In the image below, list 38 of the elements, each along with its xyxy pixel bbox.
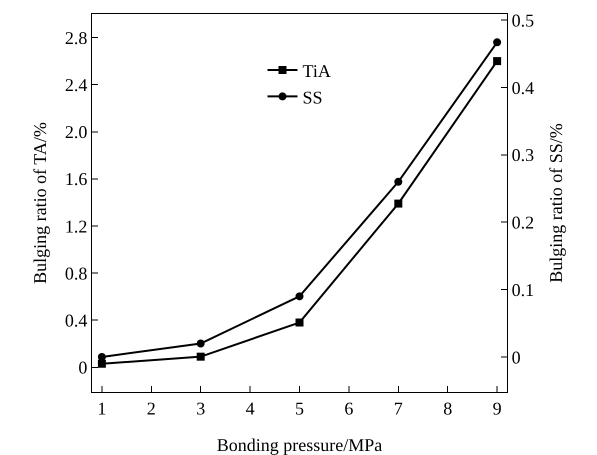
y-tick-label: 1.6 xyxy=(64,169,88,190)
x-tick-label: 2 xyxy=(146,398,156,419)
point xyxy=(394,178,402,186)
point xyxy=(296,318,304,327)
y-tick-label: 0.8 xyxy=(64,263,88,284)
x-tick-label: 5 xyxy=(295,398,304,419)
y2-tick-label: 0.4 xyxy=(512,78,534,98)
point xyxy=(296,292,304,300)
y-tick-label: 2.8 xyxy=(64,28,88,48)
x-tick-label: 3 xyxy=(196,398,206,419)
y-tick-label: 0 xyxy=(78,358,88,378)
point xyxy=(196,352,205,361)
y-tick-label: 0.4 xyxy=(64,310,88,330)
x-tick-label: 8 xyxy=(443,398,452,419)
point xyxy=(394,200,402,208)
y2-tick-label: 0 xyxy=(512,347,521,368)
x-tick-label: 6 xyxy=(344,398,354,419)
y2-axis-title: Bulging ratio of SS/% xyxy=(546,123,566,283)
y2-tick-label: 0.1 xyxy=(512,280,534,300)
y-tick-label: 1.2 xyxy=(64,216,88,236)
y2-tick-label: 0.2 xyxy=(512,212,534,232)
y2-tick-label: 0.5 xyxy=(512,10,534,30)
legend-label: TiA xyxy=(302,61,331,82)
legend-label: SS xyxy=(302,87,323,108)
point xyxy=(493,57,502,66)
x-axis-title: Bonding pressure/MPa xyxy=(216,435,382,455)
x-tick-label: 7 xyxy=(394,398,403,419)
y-axis-title: Bulging ratio of TA/% xyxy=(30,122,50,284)
y2-tick-label: 0.3 xyxy=(512,145,534,166)
y-tick-label: 2.4 xyxy=(64,74,88,95)
y-tick-label: 2.0 xyxy=(64,122,88,142)
point xyxy=(493,38,502,46)
x-tick-label: 4 xyxy=(246,398,255,419)
x-tick-label: 9 xyxy=(492,398,502,419)
x-tick-label: 1 xyxy=(97,398,106,419)
point xyxy=(98,360,106,368)
point xyxy=(196,339,205,348)
point xyxy=(98,352,106,361)
